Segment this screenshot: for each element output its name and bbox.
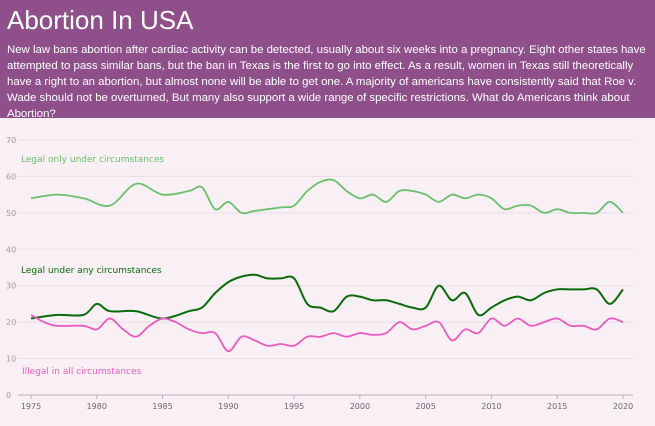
series-line-legal-any	[30, 273, 624, 320]
series-label-illegal: Illegal in all circumstances	[22, 367, 142, 377]
page-description: New law bans abortion after cardiac acti…	[7, 44, 646, 120]
x-tick-label: 2010	[481, 402, 501, 411]
y-tick-label: 0	[6, 391, 11, 400]
x-tick-label: 1975	[21, 402, 41, 411]
x-tick-label: 1990	[218, 402, 238, 411]
y-tick-label: 60	[6, 172, 16, 181]
line-chart: 0 10 20 30 40 50 60 70 1975 1980 1985 1990 1995 2000 2…	[6, 136, 633, 411]
series-label-legal-any: Legal under any circumstances	[21, 266, 162, 276]
x-tick-label: 1995	[284, 402, 304, 411]
x-tick-label: 2005	[415, 402, 435, 411]
chart-area: 0 10 20 30 40 50 60 70 1975 1980 1985 1990 1995 2000 2…	[0, 118, 655, 421]
x-tick-label: 2015	[547, 402, 567, 411]
x-tick-label: 1980	[87, 402, 107, 411]
x-tick-label: 2020	[613, 402, 633, 411]
y-tick-label: 70	[6, 136, 16, 145]
y-tick-label: 50	[6, 209, 16, 218]
y-tick-label: 20	[6, 318, 16, 327]
series-label-legal-circumstances: Legal only under circumstances	[21, 155, 164, 165]
y-tick-label: 40	[6, 245, 16, 254]
y-tick-label: 30	[6, 282, 16, 291]
x-tick-label: 1985	[152, 402, 172, 411]
y-tick-label: 10	[6, 355, 16, 364]
page-title: Abortion In USA	[7, 5, 194, 35]
header-banner: Abortion In USA New law bans abortion af…	[0, 0, 655, 120]
series-line-legal-circumstances	[30, 178, 624, 215]
x-tick-label: 2000	[350, 402, 370, 411]
series-line-illegal	[30, 314, 624, 353]
